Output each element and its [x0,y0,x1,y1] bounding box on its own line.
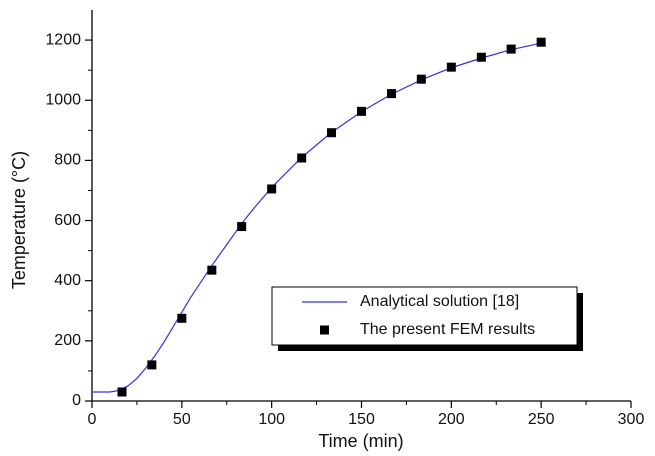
data-line [92,42,542,393]
data-point [297,153,307,163]
data-point [147,360,157,370]
y-tick-label: 200 [54,332,81,349]
data-point [476,52,486,62]
y-tick-label: 400 [54,272,81,289]
legend: Analytical solution [18] The present FEM … [271,286,583,351]
y-tick-label: 800 [54,152,81,169]
x-tick-label: 150 [348,411,375,428]
legend-swatch [320,325,329,335]
data-point [387,89,397,99]
x-tick-label: 50 [173,411,191,428]
data-point [177,313,187,323]
y-tick-label: 600 [54,212,81,229]
data-point [326,128,336,138]
x-tick-label: 300 [618,411,645,428]
legend-box [271,286,578,346]
data-point [237,222,247,232]
y-tick-label: 1000 [45,91,81,108]
data-point [536,37,546,47]
y-axis-title: Temperature (°C) [9,151,29,289]
data-point [357,106,366,116]
data-point [267,184,277,194]
data-point [416,74,426,84]
x-tick-label: 0 [88,411,97,428]
x-tick-label: 200 [438,411,465,428]
data-point [506,44,516,54]
y-tick-label: 1200 [45,31,81,48]
legend-label: Analytical solution [18] [360,293,519,310]
data-point [117,387,127,397]
x-tick-label: 250 [528,411,555,428]
data-point [207,265,217,275]
legend-label: The present FEM results [360,321,535,338]
x-tick-label: 100 [258,411,285,428]
x-axis-title: Time (min) [318,431,403,451]
y-tick-label: 0 [72,392,81,409]
data-point [446,62,456,72]
